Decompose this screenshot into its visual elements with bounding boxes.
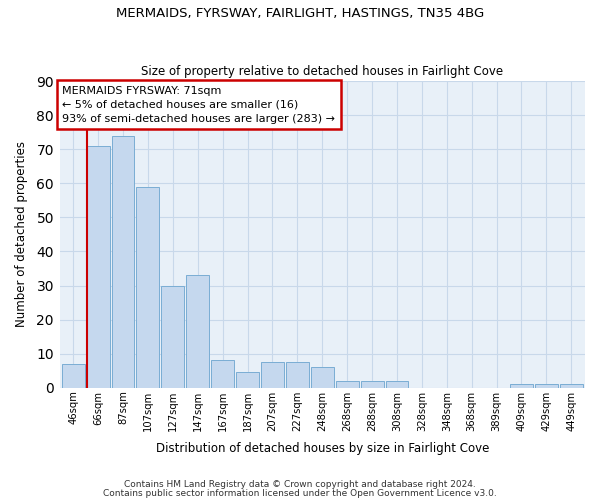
Bar [286, 362, 309, 388]
Bar [560, 384, 583, 388]
Bar [62, 364, 85, 388]
Bar [261, 362, 284, 388]
Text: Contains HM Land Registry data © Crown copyright and database right 2024.: Contains HM Land Registry data © Crown c… [124, 480, 476, 489]
X-axis label: Distribution of detached houses by size in Fairlight Cove: Distribution of detached houses by size … [155, 442, 489, 455]
Bar [186, 276, 209, 388]
Bar [386, 381, 409, 388]
Bar [86, 146, 110, 388]
Bar [112, 136, 134, 388]
Bar [535, 384, 558, 388]
Text: MERMAIDS, FYRSWAY, FAIRLIGHT, HASTINGS, TN35 4BG: MERMAIDS, FYRSWAY, FAIRLIGHT, HASTINGS, … [116, 8, 484, 20]
Bar [211, 360, 234, 388]
Bar [236, 372, 259, 388]
Y-axis label: Number of detached properties: Number of detached properties [15, 142, 28, 328]
Text: MERMAIDS FYRSWAY: 71sqm
← 5% of detached houses are smaller (16)
93% of semi-det: MERMAIDS FYRSWAY: 71sqm ← 5% of detached… [62, 86, 335, 124]
Bar [161, 286, 184, 388]
Bar [336, 381, 359, 388]
Bar [510, 384, 533, 388]
Bar [136, 186, 160, 388]
Title: Size of property relative to detached houses in Fairlight Cove: Size of property relative to detached ho… [141, 66, 503, 78]
Bar [361, 381, 383, 388]
Bar [311, 368, 334, 388]
Text: Contains public sector information licensed under the Open Government Licence v3: Contains public sector information licen… [103, 488, 497, 498]
